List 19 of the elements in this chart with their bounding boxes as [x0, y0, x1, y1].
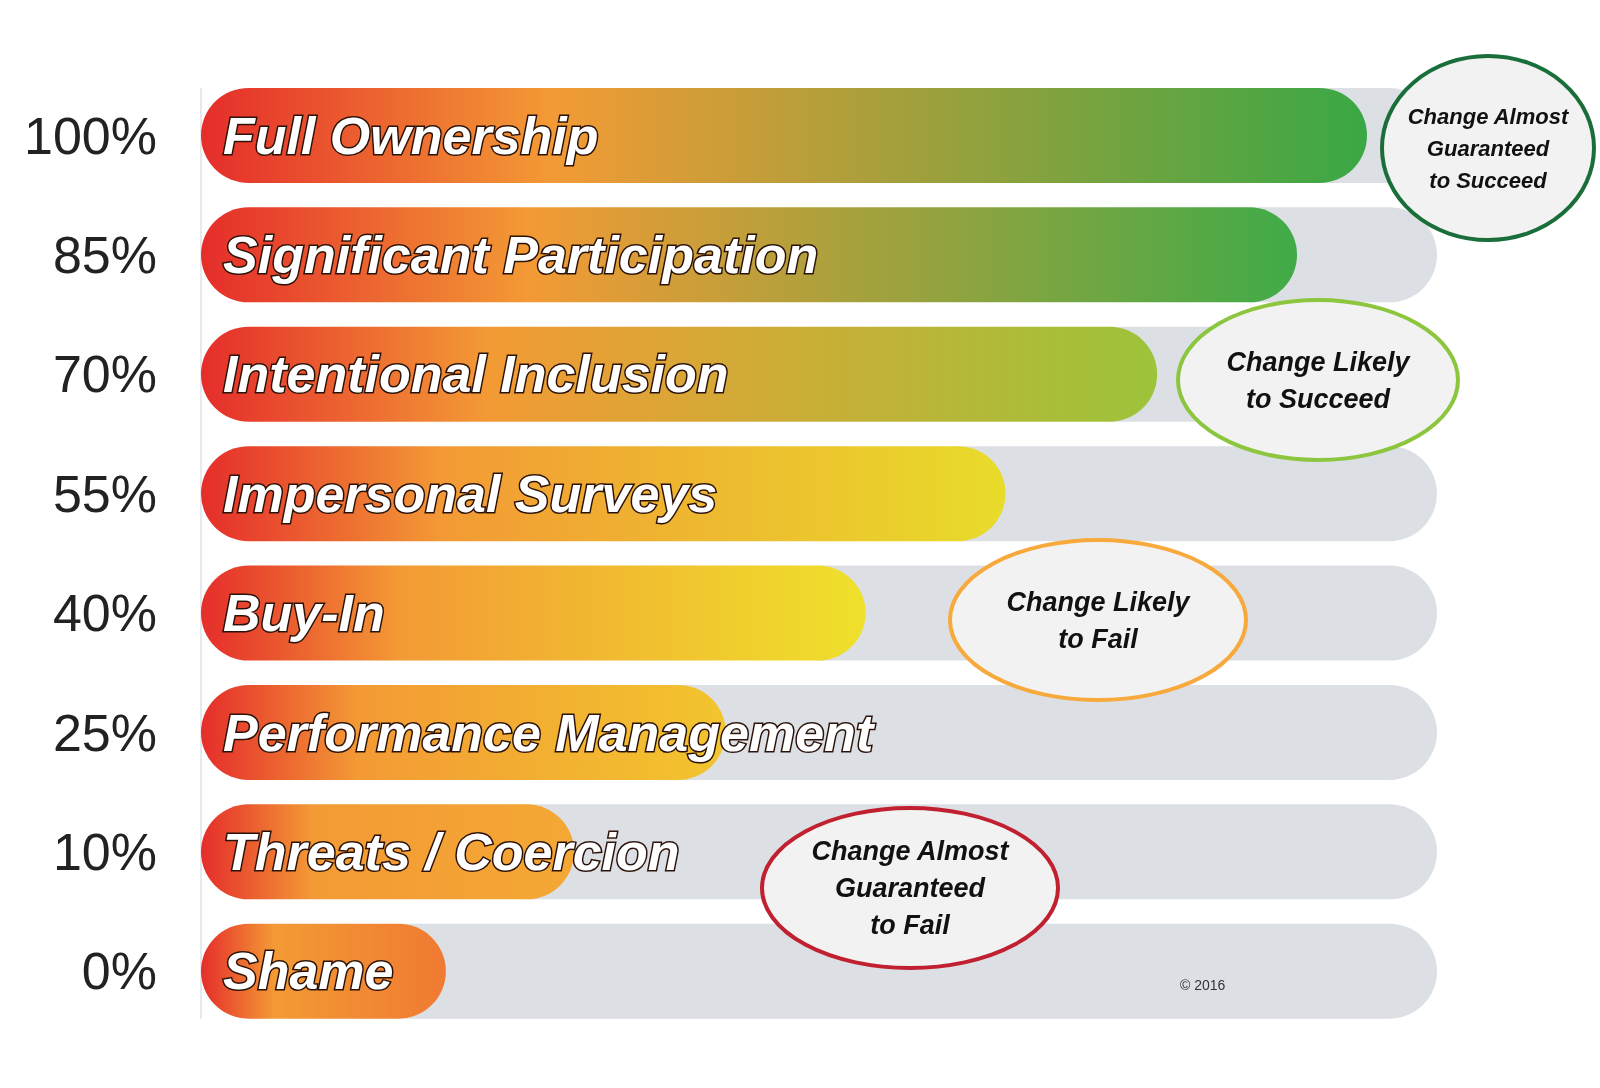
- text: 85%: [52, 226, 157, 285]
- y-tick-label: Buy-In: [223, 584, 385, 643]
- text: Change Almost Guaranteed to Succeed: [1407, 103, 1570, 193]
- text: 25%: [52, 703, 157, 762]
- annotation: Change Likely to Succeed: [1226, 346, 1412, 414]
- annotation: © 2016: [1180, 977, 1226, 993]
- y-tick-label: Shame: [223, 942, 394, 1001]
- text: 40%: [52, 584, 157, 643]
- text: 100%: [24, 106, 157, 165]
- text: 70%: [52, 345, 157, 404]
- text: 10%: [52, 823, 157, 882]
- text: 0%: [81, 942, 157, 1001]
- y-tick-label: Intentional Inclusion: [223, 345, 729, 404]
- annotation: Change Almost Guaranteed to Fail: [811, 836, 1010, 941]
- text: 55%: [52, 464, 157, 523]
- y-tick-label: Impersonal Surveys: [223, 464, 718, 523]
- annotation: Change Likely to Fail: [1006, 586, 1192, 654]
- y-tick-label: Significant Participation: [223, 226, 819, 285]
- y-tick-label: Full Ownership: [223, 106, 599, 165]
